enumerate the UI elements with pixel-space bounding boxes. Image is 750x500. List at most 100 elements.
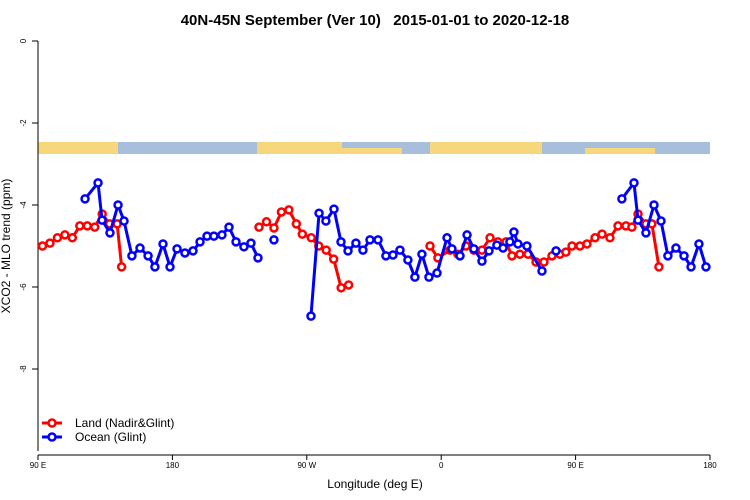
y-tick-label: -8 xyxy=(19,365,28,373)
data-point xyxy=(165,262,175,272)
data-point xyxy=(195,237,205,247)
data-point xyxy=(321,245,331,255)
chart-title: 40N-45N September (Ver 10) 2015-01-01 to… xyxy=(181,12,570,29)
data-point xyxy=(82,221,93,231)
data-point xyxy=(373,235,383,245)
data-point xyxy=(582,239,592,249)
data-point xyxy=(158,239,168,249)
data-point xyxy=(509,227,519,237)
data-point xyxy=(209,231,219,241)
data-point xyxy=(365,235,375,245)
data-point xyxy=(253,253,263,263)
data-point xyxy=(551,246,561,256)
data-point xyxy=(328,254,339,264)
x-axis-label: Longitude (deg E) xyxy=(327,477,422,491)
data-point xyxy=(617,194,627,204)
data-point xyxy=(60,230,70,240)
data-point xyxy=(254,222,264,232)
data-point xyxy=(143,251,153,261)
data-point xyxy=(561,247,571,257)
data-point xyxy=(701,262,711,272)
data-point xyxy=(395,245,405,255)
data-point xyxy=(447,244,457,254)
data-point xyxy=(343,246,353,256)
data-point xyxy=(306,311,316,321)
data-point xyxy=(424,272,434,282)
data-point xyxy=(343,280,354,290)
data-point xyxy=(597,229,607,239)
data-point xyxy=(539,257,549,267)
legend-label: Ocean (Glint) xyxy=(75,430,146,444)
data-point xyxy=(269,223,279,233)
data-point xyxy=(284,205,294,215)
data-point xyxy=(239,242,249,252)
y-axis-label: XCO2 - MLO trend (ppm) xyxy=(0,179,13,314)
data-point xyxy=(403,255,413,265)
data-point xyxy=(231,237,241,247)
data-point xyxy=(432,268,442,278)
data-point xyxy=(336,283,346,293)
y-tick-label: 0 xyxy=(19,38,28,43)
data-point xyxy=(485,233,495,243)
data-point xyxy=(613,221,623,231)
data-point xyxy=(217,230,227,240)
data-point xyxy=(276,207,287,217)
data-point xyxy=(663,251,673,261)
data-point xyxy=(297,229,308,239)
data-point xyxy=(462,230,472,240)
data-point xyxy=(633,215,643,225)
data-point xyxy=(484,246,494,256)
data-point xyxy=(314,208,324,218)
x-tick-label: 180 xyxy=(166,461,180,470)
data-point xyxy=(80,194,90,204)
data-point xyxy=(75,221,85,231)
x-tick-label: 90 E xyxy=(30,461,46,470)
y-tick-label: -4 xyxy=(19,201,28,209)
data-point xyxy=(425,241,435,251)
data-point xyxy=(656,216,666,226)
data-point xyxy=(507,251,517,261)
x-tick-label: 90 E xyxy=(567,461,583,470)
data-point xyxy=(329,204,339,214)
x-tick-label: 90 W xyxy=(297,461,316,470)
legend: Land (Nadir&Glint) Ocean (Glint) xyxy=(42,416,174,444)
data-point xyxy=(513,239,523,249)
data-point xyxy=(679,251,689,261)
data-point xyxy=(629,178,639,188)
data-point xyxy=(246,238,256,248)
land-ocean-strip xyxy=(38,142,710,154)
data-point xyxy=(686,262,696,272)
data-point xyxy=(37,241,48,251)
data-point xyxy=(45,238,55,248)
data-point xyxy=(522,241,532,251)
data-point xyxy=(694,239,704,249)
data-point xyxy=(291,219,302,229)
data-point xyxy=(358,245,368,255)
data-point xyxy=(627,222,637,232)
legend-label: Land (Nadir&Glint) xyxy=(75,416,174,430)
data-point xyxy=(269,235,279,245)
data-point xyxy=(261,217,272,227)
data-point xyxy=(224,222,234,232)
data-point xyxy=(150,262,160,272)
data-point xyxy=(172,244,182,254)
data-point xyxy=(567,241,577,251)
x-tick-label: 180 xyxy=(703,461,717,470)
data-point xyxy=(641,228,651,238)
data-point xyxy=(537,266,547,276)
data-point xyxy=(67,233,78,243)
data-point xyxy=(671,243,681,253)
data-point xyxy=(442,233,452,243)
data-point xyxy=(498,243,508,253)
x-tick-label: 0 xyxy=(439,461,444,470)
data-point xyxy=(469,244,479,254)
data-point xyxy=(93,178,103,188)
data-point xyxy=(119,216,129,226)
data-point xyxy=(455,251,465,261)
data-point xyxy=(505,237,515,247)
y-tick-label: -2 xyxy=(19,119,28,127)
data-point xyxy=(306,233,317,243)
data-point xyxy=(410,272,420,282)
data-point xyxy=(113,200,123,210)
